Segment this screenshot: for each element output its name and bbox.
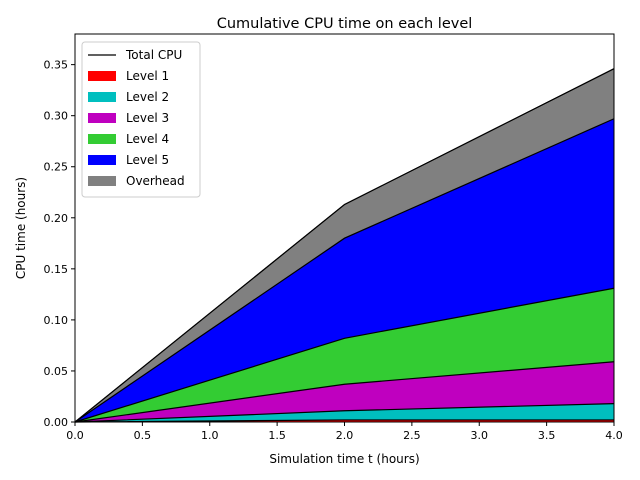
legend-label-level-3: Level 3 [126, 111, 169, 125]
legend-label-total-cpu: Total CPU [125, 48, 182, 62]
legend-swatch-level-4 [88, 134, 116, 144]
boundary-level-4 [74, 287, 615, 423]
x-tick-label: 3.0 [471, 429, 489, 442]
area-level-5 [75, 118, 614, 422]
legend-label-level-4: Level 4 [126, 132, 169, 146]
y-tick-label: 0.30 [44, 110, 69, 123]
x-tick-label: 3.5 [538, 429, 556, 442]
area-level-4 [75, 288, 614, 422]
x-tick-label: 1.0 [201, 429, 219, 442]
x-axis-ticks: 0.0 0.5 1.0 1.5 2.0 2.5 3.0 3.5 4.0 [66, 422, 623, 442]
legend-swatch-level-5 [88, 155, 116, 165]
legend-label-overhead: Overhead [126, 174, 185, 188]
boundary-level-3 [74, 361, 615, 423]
y-tick-label: 0.35 [44, 59, 69, 72]
y-tick-label: 0.15 [44, 263, 69, 276]
total-cpu-line [74, 68, 615, 423]
x-tick-label: 1.5 [268, 429, 286, 442]
area-overhead [75, 68, 614, 422]
legend-swatch-overhead [88, 176, 116, 186]
legend-swatch-level-1 [88, 71, 116, 81]
boundary-level-2 [74, 403, 615, 423]
legend-label-level-5: Level 5 [126, 153, 169, 167]
y-tick-label: 0.05 [44, 365, 69, 378]
area-level-2 [75, 403, 614, 422]
x-axis-label: Simulation time t (hours) [269, 452, 419, 466]
legend-label-level-1: Level 1 [126, 69, 169, 83]
x-tick-label: 2.5 [403, 429, 421, 442]
stacked-areas [75, 68, 614, 422]
boundary-level-5 [74, 118, 615, 423]
boundary-level-1 [74, 419, 614, 423]
y-axis-label: CPU time (hours) [14, 177, 28, 279]
y-tick-label: 0.20 [44, 212, 69, 225]
y-tick-label: 0.10 [44, 314, 69, 327]
x-tick-label: 0.5 [134, 429, 152, 442]
chart-title: Cumulative CPU time on each level [217, 16, 473, 32]
legend-swatch-level-3 [88, 113, 116, 123]
x-tick-label: 4.0 [605, 429, 623, 442]
x-tick-label: 0.0 [66, 429, 84, 442]
legend: Total CPU Level 1 Level 2 Level 3 Level 4 Lev… [81, 41, 201, 198]
y-tick-label: 0.00 [44, 416, 69, 429]
legend-label-level-2: Level 2 [126, 90, 169, 104]
area-boundaries [74, 68, 615, 423]
y-tick-label: 0.25 [44, 161, 69, 174]
legend-swatch-level-2 [88, 92, 116, 102]
y-axis-ticks: 0.00 0.05 0.10 0.15 0.20 0.25 0.30 0.35 [44, 59, 75, 429]
x-tick-label: 2.0 [336, 429, 354, 442]
